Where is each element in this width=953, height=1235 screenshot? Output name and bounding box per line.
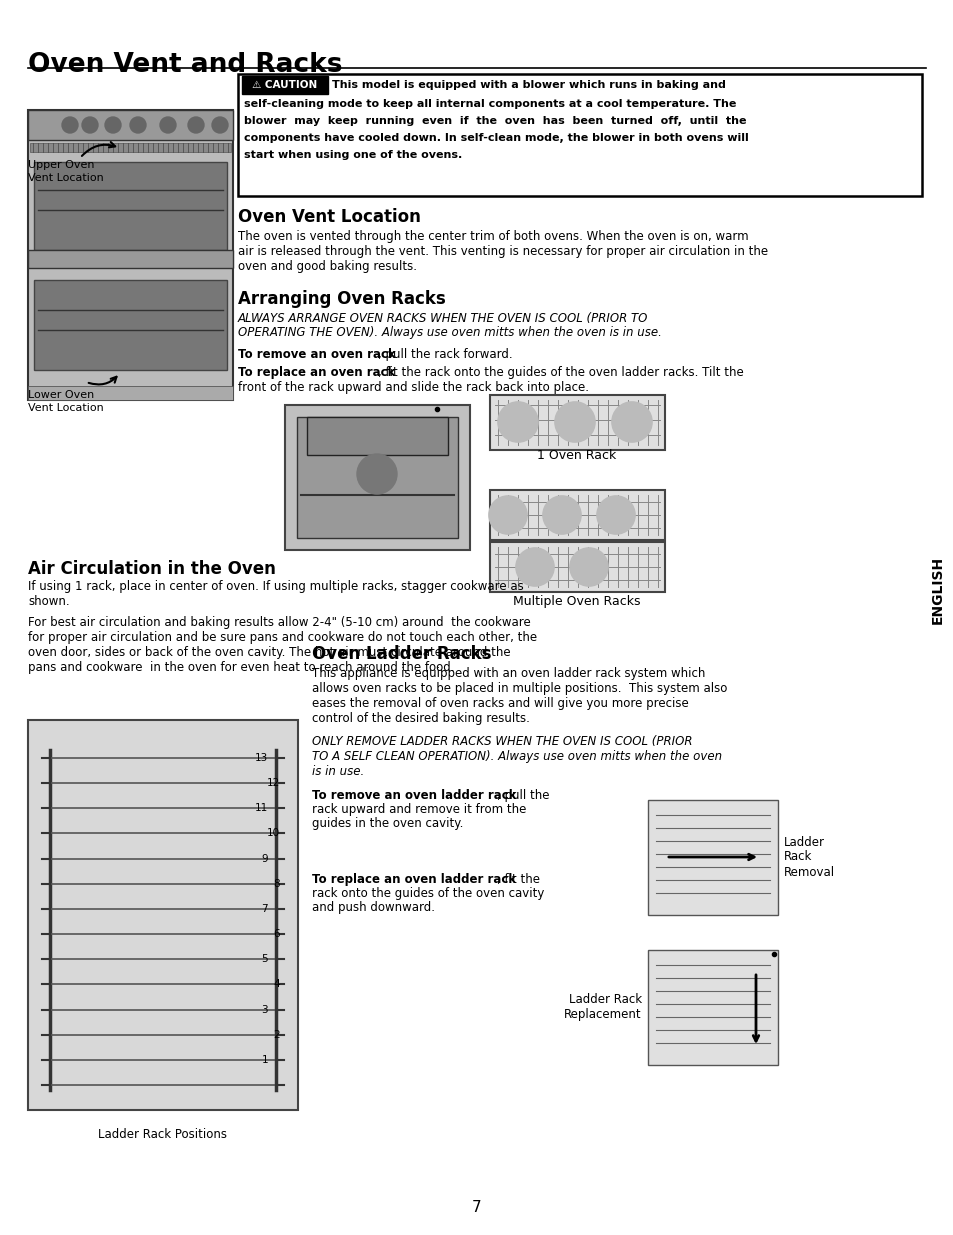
Bar: [296, 417, 457, 538]
Text: To replace an oven ladder rack: To replace an oven ladder rack: [312, 873, 516, 885]
Circle shape: [489, 496, 526, 534]
Text: and push downward.: and push downward.: [312, 902, 435, 914]
Text: To remove an oven ladder rack: To remove an oven ladder rack: [312, 789, 516, 802]
Text: This appliance is equipped with an oven ladder rack system which: This appliance is equipped with an oven …: [312, 667, 704, 680]
Text: 11: 11: [254, 803, 268, 814]
Circle shape: [130, 117, 146, 133]
Text: 13: 13: [254, 753, 268, 763]
Circle shape: [597, 496, 635, 534]
Bar: [28, 110, 233, 140]
Text: self-cleaning mode to keep all internal components at a cool temperature. The: self-cleaning mode to keep all internal …: [244, 99, 736, 109]
Text: 4: 4: [274, 979, 280, 989]
Text: control of the desired baking results.: control of the desired baking results.: [312, 713, 529, 725]
Text: TO A SELF CLEAN OPERATION). Always use oven mitts when the oven: TO A SELF CLEAN OPERATION). Always use o…: [312, 750, 721, 763]
Text: air is released through the vent. This venting is necessary for proper air circu: air is released through the vent. This v…: [237, 245, 767, 258]
Circle shape: [612, 403, 651, 442]
Bar: [30, 143, 231, 152]
Text: blower  may  keep  running  even  if  the  oven  has  been  turned  off,  until : blower may keep running even if the oven…: [244, 116, 745, 126]
Text: 7: 7: [472, 1200, 481, 1215]
Text: start when using one of the ovens.: start when using one of the ovens.: [244, 149, 462, 161]
Bar: [647, 950, 778, 1065]
Text: oven door, sides or back of the oven cavity. The hot air must circulate around t: oven door, sides or back of the oven cav…: [28, 646, 510, 659]
Text: If using 1 rack, place in center of oven. If using multiple racks, stagger cookw: If using 1 rack, place in center of oven…: [28, 580, 523, 593]
Bar: [28, 249, 233, 268]
Text: rack upward and remove it from the: rack upward and remove it from the: [312, 803, 526, 816]
Text: ENGLISH: ENGLISH: [930, 556, 944, 624]
Text: oven and good baking results.: oven and good baking results.: [237, 261, 416, 273]
Text: Oven Vent Location: Oven Vent Location: [237, 207, 420, 226]
Text: 12: 12: [267, 778, 280, 788]
Text: Oven Ladder Racks: Oven Ladder Racks: [312, 645, 491, 663]
Text: For best air circulation and baking results allow 2-4" (5-10 cm) around  the coo: For best air circulation and baking resu…: [28, 616, 530, 629]
Bar: [490, 395, 664, 450]
Circle shape: [105, 117, 121, 133]
Bar: [237, 74, 921, 196]
Text: ⚠ CAUTION: ⚠ CAUTION: [253, 80, 317, 90]
Text: eases the removal of oven racks and will give you more precise: eases the removal of oven racks and will…: [312, 697, 688, 710]
Bar: [242, 77, 328, 94]
Text: guides in the oven cavity.: guides in the oven cavity.: [312, 818, 463, 830]
Text: This model is equipped with a blower which runs in baking and: This model is equipped with a blower whi…: [332, 80, 725, 90]
Bar: [647, 800, 778, 915]
Bar: [28, 720, 297, 1110]
Text: 1 Oven Rack: 1 Oven Rack: [537, 450, 616, 462]
Text: ALWAYS ARRANGE OVEN RACKS WHEN THE OVEN IS COOL (PRIOR TO: ALWAYS ARRANGE OVEN RACKS WHEN THE OVEN …: [237, 312, 648, 325]
Text: Lower Oven
Vent Location: Lower Oven Vent Location: [28, 390, 104, 414]
Text: Multiple Oven Racks: Multiple Oven Racks: [513, 595, 640, 608]
Bar: [34, 280, 227, 370]
Text: Air Circulation in the Oven: Air Circulation in the Oven: [28, 559, 275, 578]
Bar: [34, 162, 227, 249]
Text: To remove an oven rack: To remove an oven rack: [237, 348, 395, 361]
Circle shape: [62, 117, 78, 133]
Text: 5: 5: [261, 955, 268, 965]
Text: 8: 8: [274, 879, 280, 889]
Text: Arranging Oven Racks: Arranging Oven Racks: [237, 290, 445, 308]
Bar: [490, 542, 664, 592]
Bar: [28, 110, 233, 400]
Circle shape: [160, 117, 175, 133]
Circle shape: [555, 403, 595, 442]
Circle shape: [356, 454, 396, 494]
Circle shape: [569, 548, 607, 585]
Circle shape: [542, 496, 580, 534]
Text: 1: 1: [261, 1055, 268, 1065]
Text: Ladder Rack Positions: Ladder Rack Positions: [98, 1128, 227, 1141]
Circle shape: [497, 403, 537, 442]
Text: Upper Oven
Vent Location: Upper Oven Vent Location: [28, 161, 104, 183]
Text: rack onto the guides of the oven cavity: rack onto the guides of the oven cavity: [312, 887, 544, 900]
Circle shape: [188, 117, 204, 133]
Text: , fit the rack onto the guides of the oven ladder racks. Tilt the: , fit the rack onto the guides of the ov…: [377, 366, 743, 379]
Text: 10: 10: [267, 829, 280, 839]
Text: Ladder Rack
Replacement: Ladder Rack Replacement: [564, 993, 641, 1021]
Text: , pull the rack forward.: , pull the rack forward.: [377, 348, 512, 361]
Text: 3: 3: [261, 1004, 268, 1014]
Text: pans and cookware  in the oven for even heat to reach around the food.: pans and cookware in the oven for even h…: [28, 661, 454, 674]
Text: OPERATING THE OVEN). Always use oven mitts when the oven is in use.: OPERATING THE OVEN). Always use oven mit…: [237, 326, 661, 338]
Text: allows oven racks to be placed in multiple positions.  This system also: allows oven racks to be placed in multip…: [312, 682, 726, 695]
Bar: [28, 387, 233, 400]
Text: ONLY REMOVE LADDER RACKS WHEN THE OVEN IS COOL (PRIOR: ONLY REMOVE LADDER RACKS WHEN THE OVEN I…: [312, 735, 692, 748]
Bar: [490, 490, 664, 540]
Text: is in use.: is in use.: [312, 764, 364, 778]
Circle shape: [516, 548, 554, 585]
Circle shape: [212, 117, 228, 133]
Text: 9: 9: [261, 853, 268, 863]
Text: components have cooled down. In self-clean mode, the blower in both ovens will: components have cooled down. In self-cle…: [244, 133, 748, 143]
Text: front of the rack upward and slide the rack back into place.: front of the rack upward and slide the r…: [237, 382, 588, 394]
Text: 7: 7: [261, 904, 268, 914]
Text: The oven is vented through the center trim of both ovens. When the oven is on, w: The oven is vented through the center tr…: [237, 230, 748, 243]
Text: for proper air circulation and be sure pans and cookware do not touch each other: for proper air circulation and be sure p…: [28, 631, 537, 643]
Text: , fit the: , fit the: [497, 873, 539, 885]
Text: To replace an oven rack: To replace an oven rack: [237, 366, 395, 379]
Text: Oven Vent and Racks: Oven Vent and Racks: [28, 52, 342, 78]
Text: 6: 6: [274, 929, 280, 939]
Circle shape: [82, 117, 98, 133]
Bar: [285, 405, 470, 550]
Text: Ladder
Rack
Removal: Ladder Rack Removal: [783, 836, 834, 878]
Bar: [307, 417, 448, 454]
Text: shown.: shown.: [28, 595, 70, 608]
Text: 2: 2: [274, 1030, 280, 1040]
Text: , pull the: , pull the: [497, 789, 549, 802]
